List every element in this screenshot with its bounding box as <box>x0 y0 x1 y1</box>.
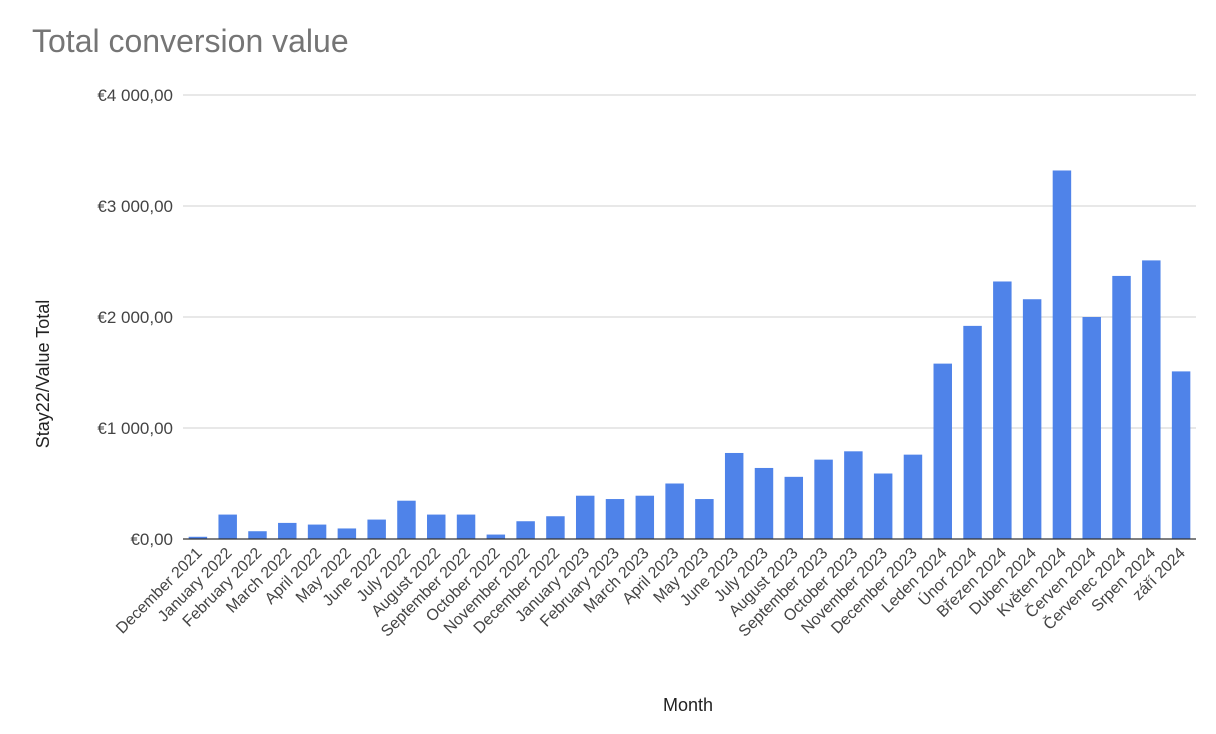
bar <box>1082 317 1101 539</box>
bar <box>635 495 655 539</box>
bar <box>188 536 208 539</box>
y-tick-label: €3 000,00 <box>97 197 173 216</box>
chart-title: Total conversion value <box>32 23 349 59</box>
bar <box>665 483 684 539</box>
y-tick-label: €0,00 <box>130 530 173 549</box>
bar <box>1171 371 1191 539</box>
bar <box>724 452 744 539</box>
bars <box>188 170 1191 540</box>
bar <box>903 454 923 539</box>
bar <box>456 514 476 539</box>
bar <box>695 499 714 539</box>
bar <box>397 500 416 539</box>
bar <box>605 499 625 539</box>
bar <box>1142 260 1161 539</box>
bar <box>963 325 982 539</box>
gridlines <box>183 94 1196 429</box>
bar <box>248 531 267 539</box>
bar <box>933 363 952 539</box>
bar <box>814 459 833 539</box>
bar <box>754 467 774 539</box>
bar <box>278 522 297 539</box>
y-tick-label: €1 000,00 <box>97 419 173 438</box>
bar <box>337 528 357 539</box>
bar <box>218 514 237 539</box>
bar <box>993 281 1012 539</box>
bar <box>575 495 595 539</box>
bar <box>516 521 535 539</box>
bar <box>307 524 327 539</box>
bar <box>486 534 506 539</box>
x-axis-label: Month <box>663 695 713 715</box>
bar <box>427 514 446 539</box>
y-axis-ticks: €0,00 €1 000,00 €2 000,00 €3 000,00 €4 000,0… <box>97 86 173 549</box>
bar <box>1022 299 1042 539</box>
bar <box>784 476 804 539</box>
y-tick-label: €4 000,00 <box>97 86 173 105</box>
bar <box>367 519 386 539</box>
bar <box>873 473 893 539</box>
bar <box>1112 275 1131 539</box>
y-tick-label: €2 000,00 <box>97 308 173 327</box>
bar <box>1052 170 1072 540</box>
bar <box>546 516 565 539</box>
bar <box>844 451 863 539</box>
y-axis-label: Stay22/Value Total <box>33 300 53 448</box>
